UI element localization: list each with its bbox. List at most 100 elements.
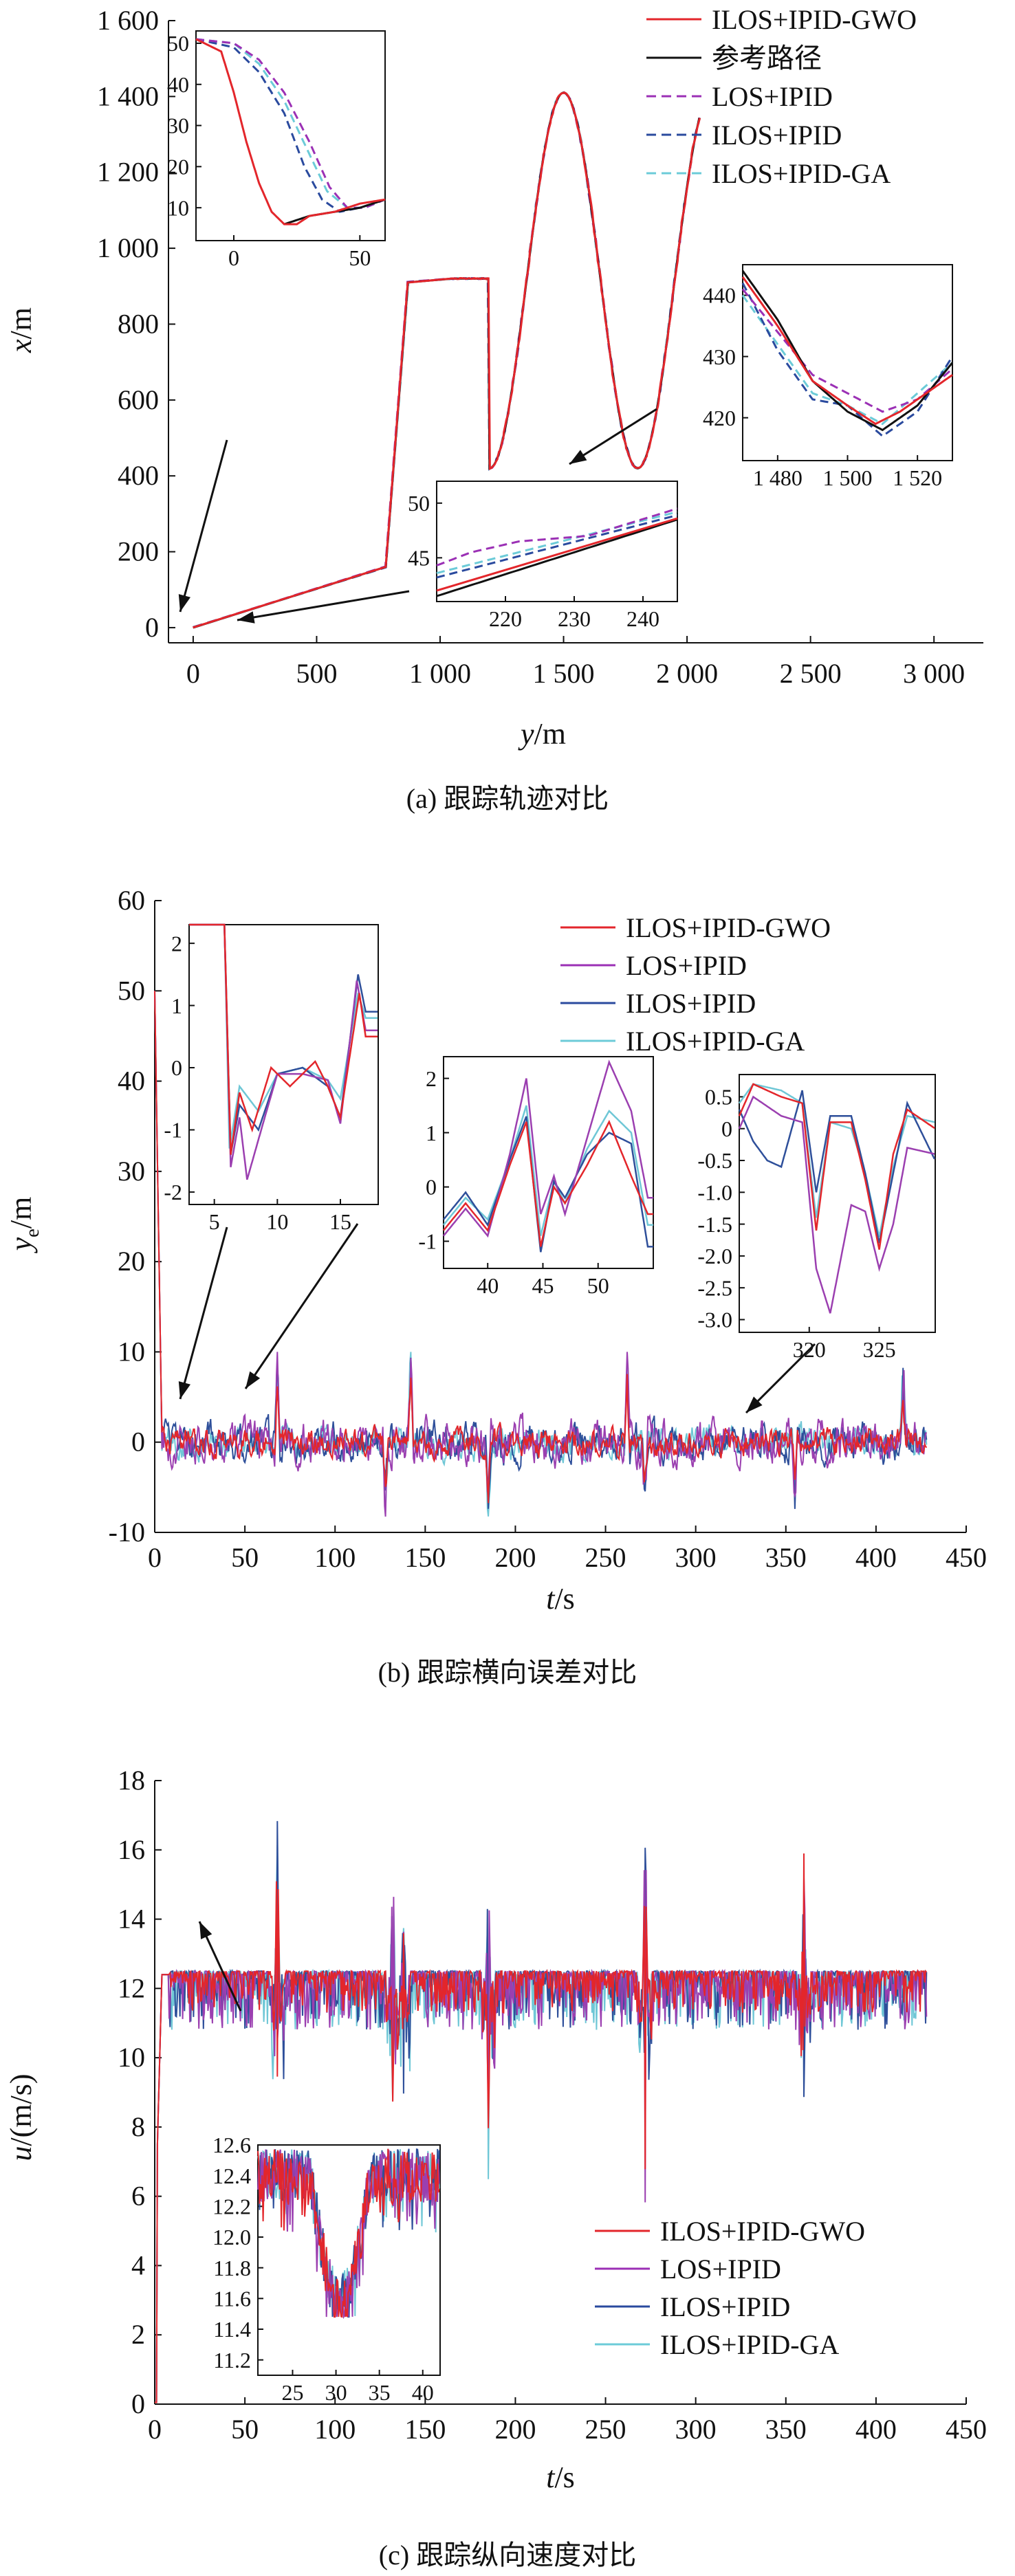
x-tick-label: 220 bbox=[489, 606, 522, 631]
inset-frame bbox=[742, 264, 953, 461]
y-tick-label: 6 bbox=[131, 2181, 145, 2212]
inset-series-gwo bbox=[257, 2148, 440, 2318]
inset-series-los bbox=[738, 1095, 935, 1314]
y-tick-label: -1 bbox=[418, 1229, 437, 1254]
legend-label-ga: ILOS+IPID-GA bbox=[626, 1026, 805, 1057]
x-tick-label: 450 bbox=[946, 1542, 987, 1573]
y-tick-label: 800 bbox=[118, 308, 159, 339]
inset-series-los bbox=[195, 38, 386, 209]
y-tick-label: 11.8 bbox=[213, 2256, 251, 2280]
y-tick-label: 16 bbox=[118, 1834, 145, 1865]
y-tick-label: 12 bbox=[118, 1972, 145, 2003]
inset-frame bbox=[188, 924, 379, 1205]
x-tick-label: 100 bbox=[314, 2414, 356, 2445]
y-tick-label: 10 bbox=[118, 1336, 145, 1367]
y-tick-label: -2 bbox=[164, 1180, 182, 1204]
inset-frame bbox=[739, 1074, 936, 1333]
arrow-head bbox=[746, 1396, 763, 1413]
axis-title: u/(m/s) bbox=[4, 2073, 38, 2161]
x-tick-label: 25 bbox=[281, 2380, 303, 2405]
y-tick-label: 440 bbox=[703, 283, 736, 308]
inset-series-gwo bbox=[189, 923, 378, 1155]
x-tick-label: 250 bbox=[585, 1542, 626, 1573]
y-tick-label: 30 bbox=[118, 1156, 145, 1187]
arrow-head bbox=[199, 1922, 212, 1939]
caption-b: (b) 跟踪横向误差对比 bbox=[378, 1657, 637, 1688]
y-tick-label: 4 bbox=[131, 2249, 145, 2280]
axis-title: x/m bbox=[4, 307, 38, 353]
arrow-head bbox=[178, 1381, 190, 1399]
x-tick-label: 1 000 bbox=[409, 658, 471, 689]
y-tick-label: 12.2 bbox=[212, 2194, 251, 2219]
y-tick-label: 50 bbox=[408, 491, 430, 516]
inset-series-los bbox=[443, 1059, 653, 1238]
y-tick-label: -1.0 bbox=[697, 1180, 732, 1204]
arrow-line bbox=[569, 408, 657, 465]
legend-label-gwo: ILOS+IPID-GWO bbox=[626, 912, 831, 943]
y-tick-label: 0.5 bbox=[705, 1085, 732, 1110]
x-tick-label: 300 bbox=[675, 1542, 717, 1573]
inset-frame bbox=[436, 481, 678, 602]
legend-label-gwo: ILOS+IPID-GWO bbox=[660, 2216, 865, 2247]
legend-label-ilos: ILOS+IPID bbox=[660, 2291, 790, 2322]
inset-series-los bbox=[436, 507, 678, 566]
caption-a: (a) 跟踪轨迹对比 bbox=[406, 783, 609, 814]
y-tick-label: -10 bbox=[109, 1517, 145, 1548]
x-tick-label: 300 bbox=[675, 2414, 717, 2445]
x-tick-label: 2 000 bbox=[656, 658, 718, 689]
y-tick-label: 12.4 bbox=[212, 2164, 251, 2188]
caption-c: (c) 跟踪纵向速度对比 bbox=[379, 2540, 636, 2571]
legend-label-los: LOS+IPID bbox=[660, 2254, 781, 2285]
axis-title: y/m bbox=[518, 717, 566, 751]
x-tick-label: 400 bbox=[855, 1542, 897, 1573]
inset-series-gwo bbox=[443, 1119, 653, 1247]
x-tick-label: 50 bbox=[349, 245, 371, 270]
x-tick-label: 0 bbox=[228, 245, 239, 270]
y-tick-label: 12.0 bbox=[212, 2225, 251, 2249]
arrow-head bbox=[569, 450, 587, 464]
y-tick-label: 60 bbox=[118, 885, 145, 916]
y-tick-label: 40 bbox=[167, 72, 189, 97]
y-tick-label: -0.5 bbox=[697, 1148, 732, 1173]
x-tick-label: 15 bbox=[329, 1209, 351, 1234]
x-tick-label: 350 bbox=[765, 1542, 807, 1573]
inset-series-gwo bbox=[738, 1083, 935, 1250]
y-tick-label: 600 bbox=[118, 384, 159, 415]
x-tick-label: 35 bbox=[369, 2380, 391, 2405]
x-tick-label: 40 bbox=[477, 1273, 499, 1298]
y-tick-label: 0 bbox=[171, 1055, 182, 1080]
y-tick-label: 400 bbox=[118, 460, 159, 491]
x-tick-label: 240 bbox=[626, 606, 659, 631]
x-tick-label: 150 bbox=[404, 2414, 446, 2445]
y-tick-label: 18 bbox=[118, 1765, 145, 1796]
arrow-head bbox=[245, 1371, 261, 1389]
legend-label-ilos: ILOS+IPID bbox=[626, 988, 756, 1019]
x-tick-label: 450 bbox=[946, 2414, 987, 2445]
inset-frame bbox=[443, 1056, 654, 1269]
y-tick-label: 20 bbox=[118, 1246, 145, 1277]
y-tick-label: 0 bbox=[721, 1116, 732, 1141]
inset-series-ref bbox=[436, 518, 678, 597]
arrow-line bbox=[179, 1226, 228, 1400]
x-tick-label: 200 bbox=[494, 2414, 536, 2445]
arrow-head bbox=[237, 611, 255, 624]
y-tick-label: 1 400 bbox=[97, 80, 159, 111]
y-tick-label: 30 bbox=[167, 113, 189, 138]
inset-series-gwo bbox=[195, 38, 386, 225]
series-gwo-line bbox=[154, 991, 928, 1504]
y-tick-label: 45 bbox=[408, 546, 430, 571]
inset-series-gwo bbox=[741, 276, 953, 426]
x-tick-label: 40 bbox=[412, 2380, 434, 2405]
arrow-line bbox=[237, 590, 410, 621]
y-tick-label: 50 bbox=[118, 975, 145, 1006]
x-tick-label: 230 bbox=[558, 606, 591, 631]
y-tick-label: 2 bbox=[426, 1066, 437, 1091]
x-tick-label: 3 000 bbox=[903, 658, 965, 689]
x-tick-label: 350 bbox=[765, 2414, 807, 2445]
x-tick-label: 50 bbox=[587, 1273, 609, 1298]
y-tick-label: 40 bbox=[118, 1066, 145, 1097]
x-tick-label: 50 bbox=[231, 2414, 259, 2445]
arrow-line bbox=[244, 1223, 359, 1389]
axis-title: ye/m bbox=[4, 1197, 43, 1254]
